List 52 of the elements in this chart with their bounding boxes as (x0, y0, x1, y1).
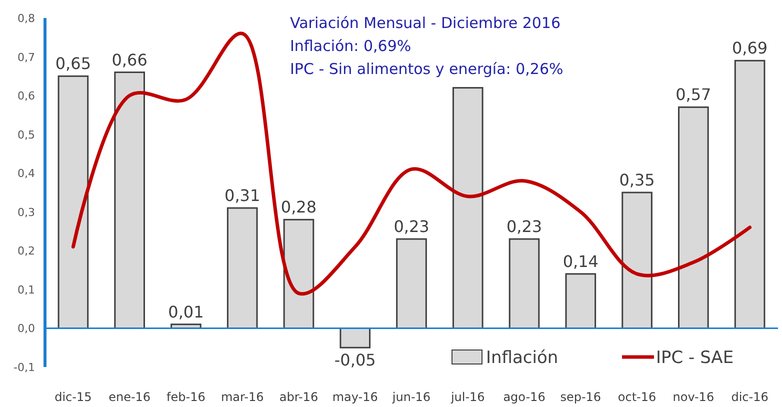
annotation: Inflación: 0,69% (290, 37, 412, 55)
y-tick-label: 0,1 (18, 283, 35, 296)
legend-label: Inflación (486, 348, 558, 368)
y-tick-label: 0,2 (18, 244, 35, 258)
bar (508, 238, 540, 329)
data-label: 0,57 (676, 85, 712, 104)
bar (452, 87, 484, 329)
x-tick-label: jul-16 (450, 390, 485, 404)
bar (283, 218, 314, 329)
y-tick-label: 0,7 (18, 50, 35, 64)
x-tick-label: nov-16 (672, 390, 714, 404)
bar (58, 75, 89, 329)
x-tick-label: feb-16 (166, 390, 206, 404)
x-tick-label: ago-16 (503, 390, 546, 404)
y-tick-label: 0,0 (18, 322, 35, 336)
y-tick-label: 0,5 (18, 128, 35, 142)
data-label: 0,14 (562, 252, 598, 271)
x-tick-label: ene-16 (108, 390, 151, 404)
x-tick-label: oct-16 (618, 390, 656, 404)
data-label: 0,65 (55, 54, 92, 74)
y-tick-label: 0,3 (18, 206, 35, 219)
y-tick-label: 0,6 (18, 90, 35, 103)
x-tick-label: dic-15 (54, 390, 92, 404)
bar (114, 72, 145, 329)
data-label: 0,35 (619, 170, 655, 190)
bar (734, 60, 766, 329)
data-label: 0,01 (168, 302, 204, 322)
data-label: 0,66 (112, 50, 148, 70)
data-label: 0,23 (394, 217, 430, 236)
bar (678, 106, 709, 329)
y-tick-label: 0,4 (18, 167, 35, 180)
bar (340, 327, 371, 348)
annotation: IPC - Sin alimentos y energía: 0,26% (290, 60, 564, 78)
x-tick-label: dic-16 (731, 390, 768, 404)
data-label: 0,23 (506, 217, 542, 236)
data-label: 0,31 (224, 186, 260, 206)
x-tick-label: sep-16 (560, 390, 602, 404)
x-tick-label: jun-16 (391, 390, 431, 404)
bar (226, 207, 258, 329)
legend-label: IPC - SAE (656, 348, 734, 368)
y-tick-label: 0,8 (18, 12, 35, 25)
bar (622, 192, 652, 329)
data-label: 0,69 (732, 38, 768, 58)
y-tick-label: -0,1 (14, 361, 35, 374)
x-tick-label: mar-16 (220, 390, 264, 404)
data-label: -0,05 (334, 350, 376, 370)
annotation: Variación Mensual - Diciembre 2016 (290, 14, 560, 32)
bar (396, 238, 427, 329)
bar (565, 273, 596, 329)
x-tick-label: may-16 (332, 390, 378, 404)
data-label: 0,28 (280, 198, 317, 217)
x-tick-label: abr-16 (279, 390, 318, 404)
